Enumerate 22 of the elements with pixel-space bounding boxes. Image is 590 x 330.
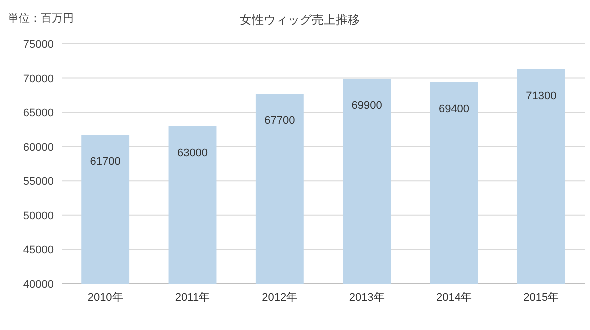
data-label: 69900	[352, 100, 382, 112]
data-label: 63000	[177, 147, 208, 160]
data-label: 67700	[264, 115, 296, 128]
y-tick-label: 65000	[23, 108, 54, 120]
x-tick-label: 2012年	[262, 292, 298, 304]
x-tick-label: 2013年	[349, 292, 385, 304]
y-tick-label: 60000	[23, 142, 54, 154]
y-tick-label: 70000	[23, 73, 54, 86]
x-tick-label: 2011年	[175, 292, 210, 304]
y-axis-title: 単位：百万円	[8, 13, 74, 25]
chart-title: 女性ウィッグ売上推移	[240, 13, 360, 27]
data-label: 61700	[90, 156, 121, 168]
x-tick-label: 2014年	[436, 292, 472, 304]
y-tick-label: 40000	[23, 279, 54, 291]
data-label: 69400	[438, 103, 470, 116]
y-tick-label: 45000	[23, 244, 54, 257]
y-tick-label: 50000	[23, 210, 54, 222]
x-tick-label: 2015年	[524, 292, 560, 304]
data-label: 71300	[526, 90, 557, 102]
y-tick-label: 75000	[23, 39, 54, 51]
y-tick-label: 55000	[23, 176, 54, 188]
x-tick-label: 2010年	[88, 292, 124, 304]
